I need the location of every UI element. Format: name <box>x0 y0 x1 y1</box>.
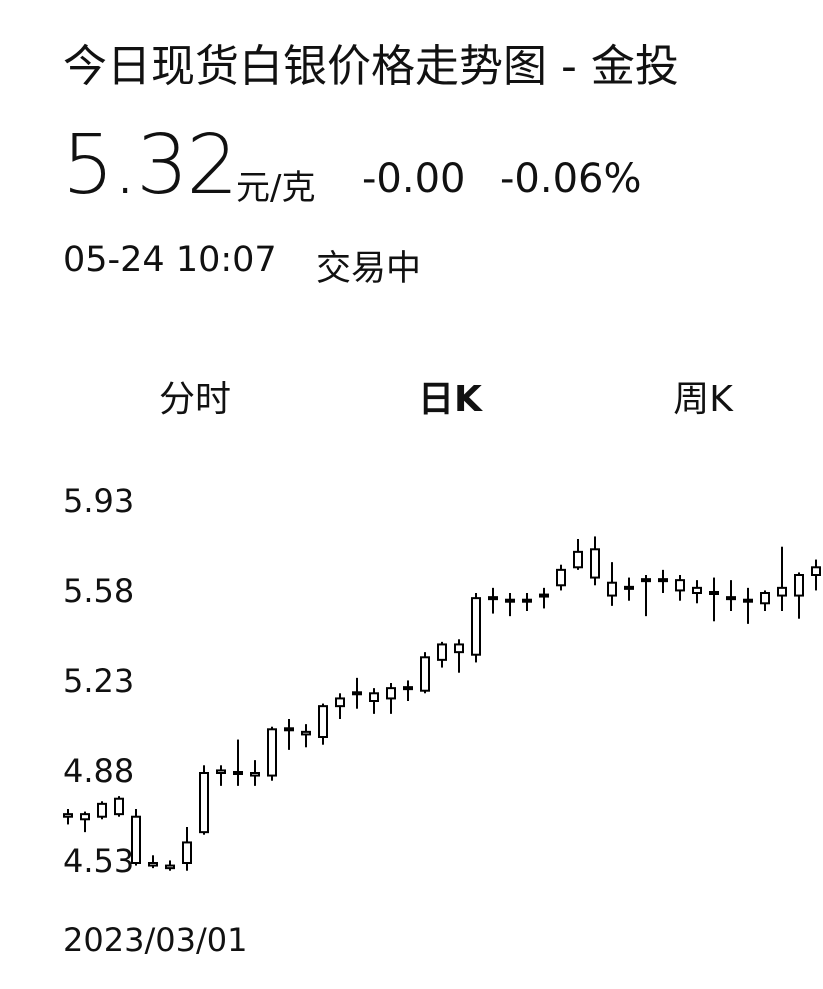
candle-body <box>335 697 345 708</box>
page-title: 今日现货白银价格走势图 - 金投 <box>63 41 679 92</box>
price-change-percent: -0.06% <box>500 156 642 202</box>
candle-body <box>709 591 719 595</box>
candle-body <box>420 656 430 692</box>
candle-body <box>114 797 124 816</box>
candle-body <box>80 813 90 821</box>
candle-body <box>556 568 566 587</box>
candle-body <box>267 728 277 777</box>
candle-body <box>794 574 804 597</box>
y-tick-label: 5.23 <box>63 662 134 700</box>
y-tick-label: 5.58 <box>63 572 134 610</box>
y-tick-label: 5.93 <box>63 482 134 520</box>
price-unit: 元/克 <box>236 168 316 208</box>
price-change: -0.00 <box>362 156 466 202</box>
candle-body <box>131 815 141 865</box>
candle-body <box>488 596 498 601</box>
candle-body <box>675 579 685 592</box>
candle-body <box>233 771 243 775</box>
candle-body <box>318 705 328 739</box>
candle-body <box>352 691 362 696</box>
price: 5.32 <box>62 118 239 213</box>
candle-body <box>607 581 617 597</box>
candle-body <box>199 772 209 834</box>
x-tick-label: 2023/03/01 <box>63 921 247 959</box>
candle-body <box>811 566 821 576</box>
candle-body <box>216 769 226 775</box>
candle-body <box>743 598 753 603</box>
candle-body <box>692 586 702 594</box>
candle-body <box>777 586 787 597</box>
candle-body <box>148 862 158 867</box>
candle-body <box>454 643 464 654</box>
candle-body <box>301 730 311 736</box>
candle-body <box>573 550 583 569</box>
candle-body <box>386 687 396 700</box>
candle-body <box>658 578 668 583</box>
tab[interactable]: 日K <box>418 379 482 420</box>
candle-body <box>760 592 770 605</box>
candle-body <box>165 864 175 870</box>
market-status: 交易中 <box>316 249 422 289</box>
candle-body <box>539 593 549 598</box>
candle-body <box>437 643 447 661</box>
update-time: 05-24 10:07 <box>63 240 277 280</box>
candle-body <box>97 802 107 818</box>
candle-body <box>250 772 260 777</box>
candle-body <box>284 727 294 732</box>
candle-body <box>624 585 634 590</box>
candle-body <box>590 548 600 579</box>
candle-body <box>369 692 379 702</box>
candle-body <box>471 597 481 656</box>
y-tick-label: 4.53 <box>63 842 134 880</box>
y-tick-label: 4.88 <box>63 752 134 790</box>
candle-body <box>641 578 651 583</box>
tab[interactable]: 分时 <box>158 379 232 420</box>
tab[interactable]: 周K <box>673 379 733 420</box>
candle-body <box>403 686 413 691</box>
candle-body <box>63 813 73 818</box>
candle-body <box>505 598 515 603</box>
candle-body <box>182 841 192 865</box>
candle-body <box>522 598 532 603</box>
candle-body <box>726 596 736 601</box>
